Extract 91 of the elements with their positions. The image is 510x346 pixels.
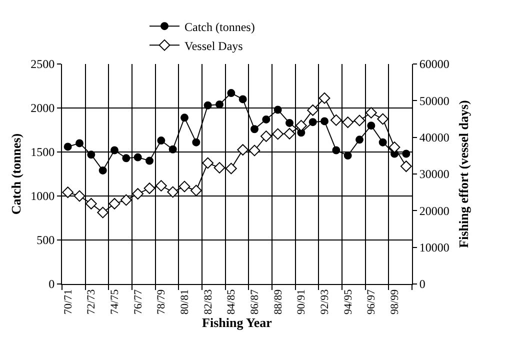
x-tick-label: 80/81 [179, 289, 192, 314]
y-axis-title: Catch (tonnes) [8, 133, 24, 215]
point [202, 157, 214, 169]
point [262, 115, 270, 124]
y2-tick-label: 50000 [419, 94, 450, 108]
y-tick-label: 1000 [30, 189, 55, 204]
legend-label: Vessel Days [184, 38, 244, 53]
y-tick-label: 2000 [30, 101, 55, 116]
point [367, 122, 376, 130]
point [225, 162, 237, 174]
point [330, 114, 342, 126]
y2-tick-label: 0 [419, 277, 426, 292]
point [356, 136, 364, 144]
point [402, 150, 410, 158]
point [87, 150, 96, 159]
point [62, 186, 74, 198]
y-tick-label: 0 [48, 277, 55, 292]
point [272, 128, 284, 140]
point [120, 194, 132, 206]
legend-label: Catch (tonnes) [184, 20, 255, 34]
x-tick-label: 98/99 [389, 288, 402, 314]
point [354, 114, 366, 126]
y-tick-label: 500 [36, 233, 55, 248]
point [190, 184, 202, 196]
x-tick-label: 82/83 [202, 288, 214, 314]
point [344, 152, 352, 160]
point [284, 128, 296, 140]
point [97, 206, 109, 218]
point [274, 106, 282, 114]
y2-tick-label: 30000 [419, 167, 450, 182]
point [377, 113, 389, 125]
point [122, 154, 130, 162]
point [286, 118, 294, 127]
point [108, 198, 120, 210]
point [248, 144, 260, 156]
point [238, 95, 247, 104]
point [74, 190, 86, 202]
x-tick-label: 92/93 [319, 288, 332, 314]
x-tick-label: 94/95 [342, 288, 354, 314]
y-tick-label: 1500 [30, 145, 55, 160]
y2-tick-label: 20000 [419, 204, 450, 218]
x-tick-label: 88/89 [272, 288, 284, 314]
x-tick-label: 70/71 [62, 289, 74, 314]
y2-tick-label: 10000 [419, 240, 450, 255]
x-tick-label: 90/91 [296, 289, 308, 314]
point [227, 89, 236, 98]
point [342, 116, 354, 128]
point [216, 100, 224, 108]
point [144, 182, 156, 194]
y2-axis-title: Fishing effort (vessel days) [456, 100, 471, 248]
point [250, 125, 258, 134]
point [157, 136, 166, 145]
point [132, 188, 144, 200]
point [307, 104, 319, 116]
point [98, 166, 107, 174]
x-tick-label: 96/97 [366, 288, 378, 314]
point [178, 180, 190, 192]
x-tick-label: 78/79 [156, 288, 168, 314]
point [308, 118, 317, 126]
point [378, 138, 387, 146]
x-tick-label: 86/87 [249, 288, 262, 314]
point [388, 142, 400, 153]
x-tick-label: 84/85 [226, 288, 238, 314]
point [180, 114, 188, 122]
point [365, 107, 377, 118]
x-tick-label: 72/73 [86, 288, 98, 314]
y2-tick-label: 60000 [419, 57, 450, 72]
x-tick-label: 74/75 [109, 288, 122, 314]
point [64, 142, 72, 151]
point [167, 186, 179, 198]
y-tick-label: 2500 [30, 57, 55, 72]
point [204, 101, 212, 110]
point [192, 138, 200, 146]
point [295, 120, 307, 132]
point [110, 146, 118, 154]
point [320, 117, 328, 126]
point [260, 130, 272, 142]
point [155, 180, 167, 192]
point [237, 144, 249, 156]
point [85, 198, 97, 210]
point [76, 139, 84, 148]
point [168, 145, 177, 154]
point [400, 160, 412, 172]
x-tick-label: 76/77 [132, 288, 144, 314]
point [318, 92, 330, 104]
point [332, 146, 340, 154]
point [134, 153, 142, 162]
point [146, 156, 154, 165]
point [214, 162, 226, 174]
y2-tick-label: 40000 [419, 130, 450, 145]
x-axis-title: Fishing Year [202, 315, 272, 330]
